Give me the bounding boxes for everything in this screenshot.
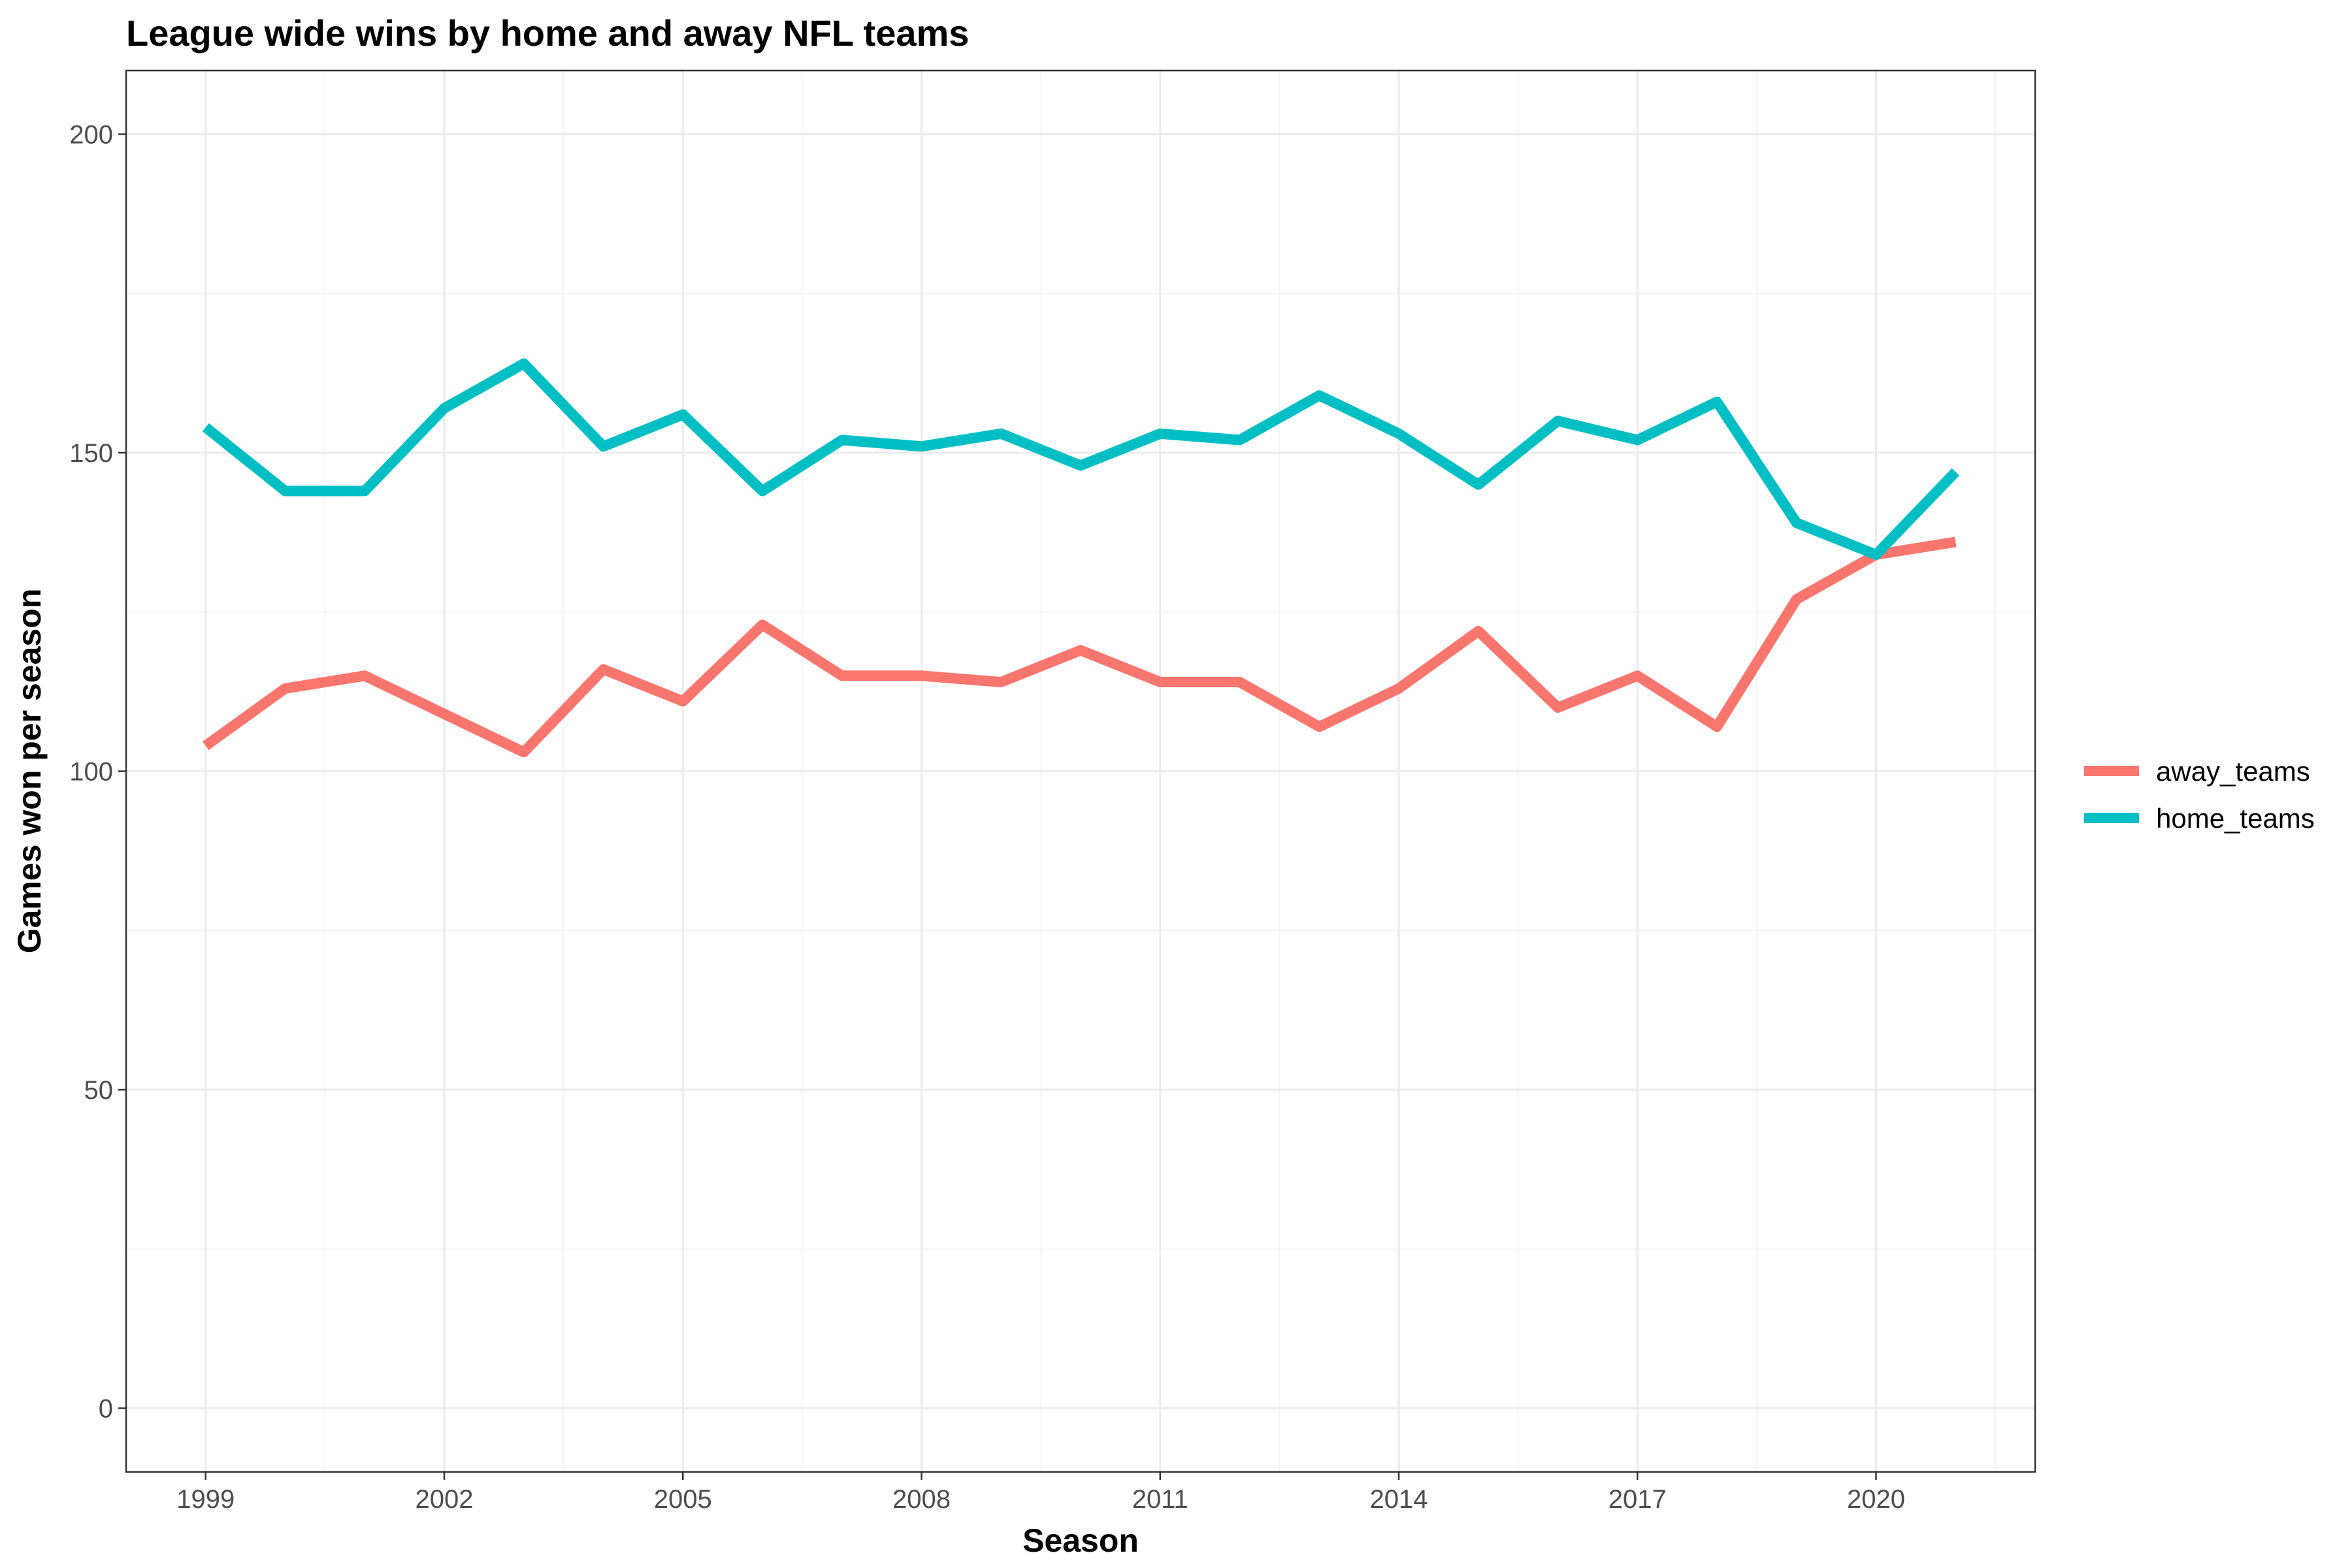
- chart-title: League wide wins by home and away NFL te…: [126, 12, 969, 54]
- legend-label-home-teams: home_teams: [2156, 803, 2315, 834]
- y-tick-label: 150: [69, 439, 113, 468]
- y-tick-label: 50: [84, 1076, 114, 1105]
- y-tick-label: 0: [99, 1395, 113, 1424]
- x-axis: 1999 2002 2005 2008 2011 2014 2017 2020: [176, 1472, 1905, 1514]
- series-line-away-teams: [203, 536, 1957, 758]
- x-tick-label: 2005: [654, 1485, 712, 1514]
- y-axis-title: Games won per season: [11, 589, 48, 954]
- series-lines: [202, 358, 1960, 758]
- y-axis: 0 50 100 150 200: [69, 121, 126, 1424]
- legend-label-away-teams: away_teams: [2156, 756, 2310, 787]
- x-axis-title: Season: [1022, 1522, 1139, 1559]
- x-tick-label: 2020: [1847, 1485, 1905, 1514]
- x-tick-label: 2002: [416, 1485, 474, 1514]
- series-line-home-teams: [202, 358, 1960, 560]
- legend: away_teams home_teams: [2084, 756, 2315, 834]
- x-tick-label: 2011: [1132, 1485, 1188, 1514]
- y-tick-label: 100: [69, 758, 113, 787]
- x-tick-label: 2008: [892, 1485, 951, 1514]
- x-tick-label: 1999: [176, 1485, 235, 1514]
- x-tick-label: 2014: [1370, 1485, 1428, 1514]
- y-tick-label: 200: [69, 121, 113, 150]
- x-tick-label: 2017: [1609, 1485, 1667, 1514]
- major-gridlines: [126, 71, 2035, 1472]
